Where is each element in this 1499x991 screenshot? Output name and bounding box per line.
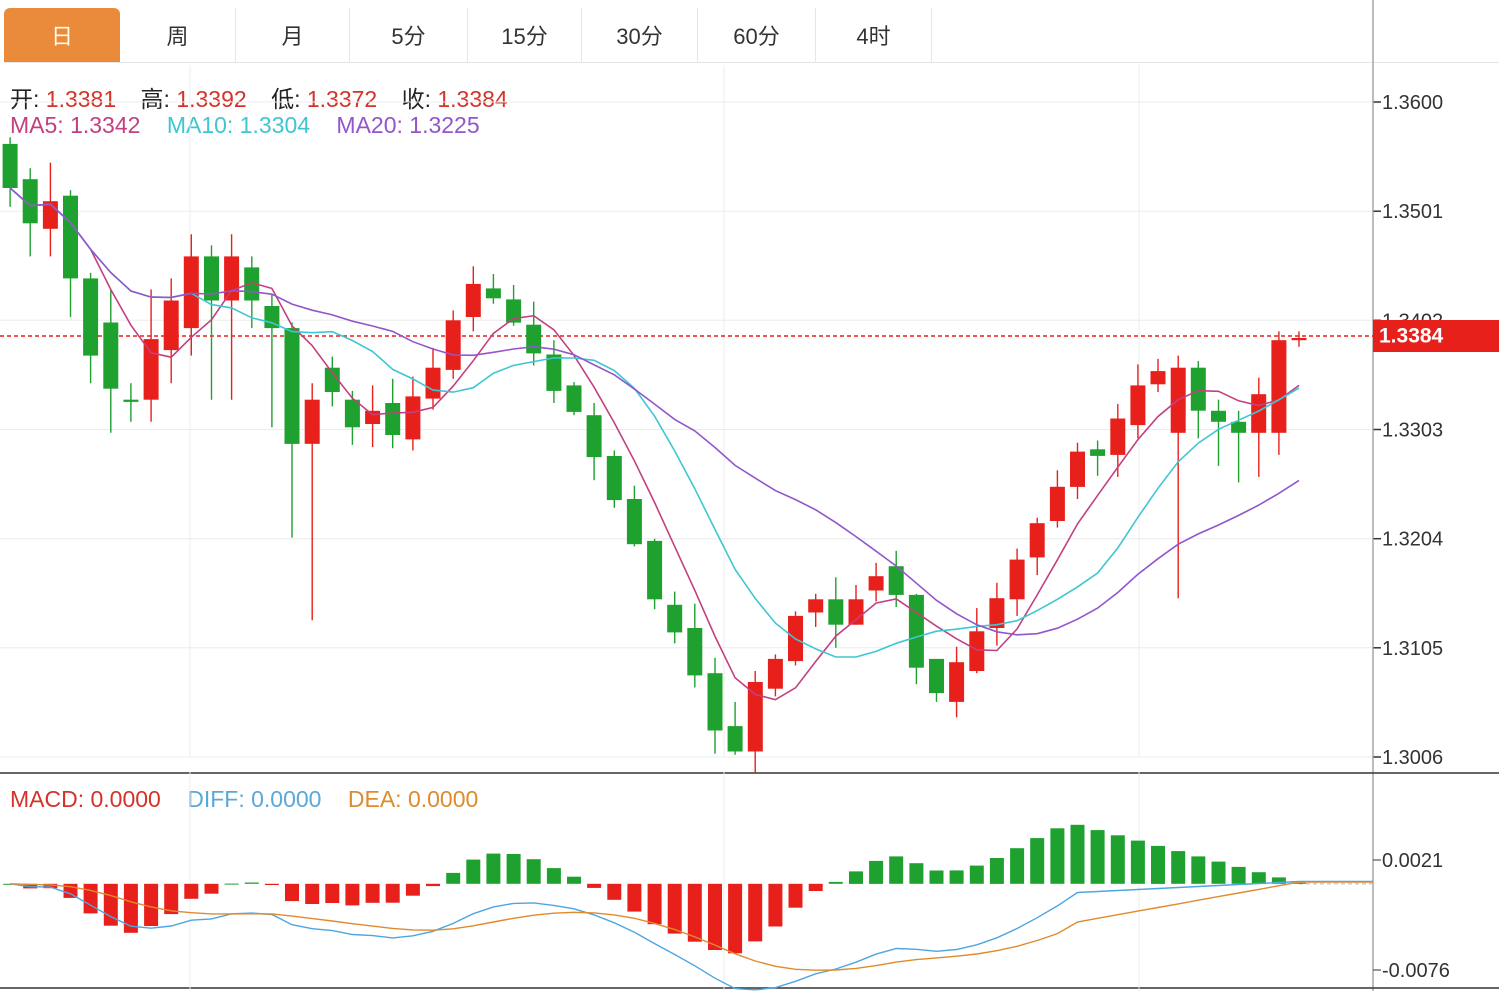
svg-text:-0.0076: -0.0076 — [1382, 960, 1450, 982]
svg-text:1.3501: 1.3501 — [1382, 201, 1443, 223]
svg-text:1.3600: 1.3600 — [1382, 92, 1443, 114]
svg-text:1.3303: 1.3303 — [1382, 420, 1443, 442]
svg-text:1.3384: 1.3384 — [1379, 325, 1444, 348]
svg-text:1.3204: 1.3204 — [1382, 529, 1443, 551]
svg-text:0.0021: 0.0021 — [1382, 850, 1443, 872]
svg-text:1.3105: 1.3105 — [1382, 638, 1443, 660]
svg-text:1.3006: 1.3006 — [1382, 747, 1443, 769]
